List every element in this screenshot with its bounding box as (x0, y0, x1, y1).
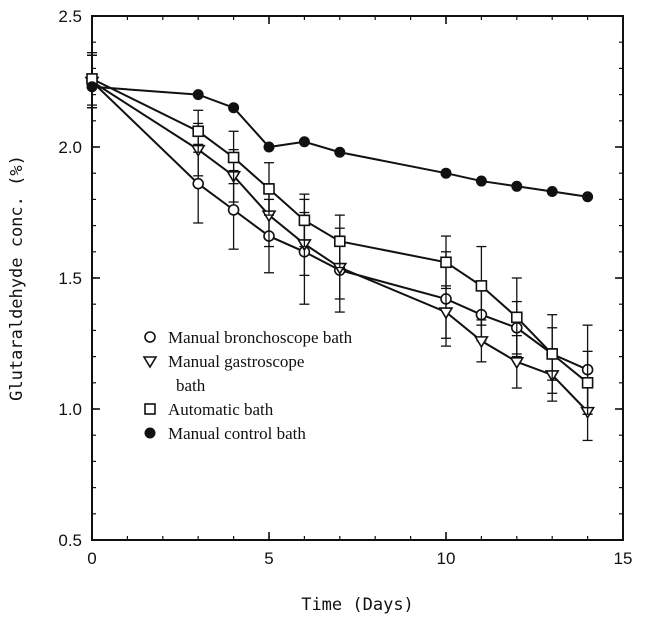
data-point (192, 89, 204, 101)
data-point (334, 146, 346, 158)
data-point (509, 357, 525, 370)
data-point (582, 191, 594, 203)
legend-marker (144, 403, 156, 415)
legend-marker (144, 427, 156, 439)
data-point (473, 336, 489, 349)
data-point (227, 204, 240, 216)
legend-label: bath (176, 376, 206, 395)
series (86, 52, 594, 415)
legend-label: Manual gastroscope (168, 352, 304, 371)
data-point (227, 151, 240, 164)
legend: Manual bronchoscope bath Manual gastrosco… (142, 328, 353, 443)
x-axis-title: Time (Days) (301, 595, 414, 615)
y-tick-label: 0.5 (58, 531, 82, 550)
data-point (546, 186, 558, 198)
data-point (298, 214, 311, 227)
data-point (440, 167, 452, 179)
legend-label: Manual control bath (168, 424, 306, 443)
y-tick-label: 1.0 (58, 400, 82, 419)
data-point (581, 376, 594, 389)
plot-border (91, 15, 624, 541)
y-tick-label: 1.5 (58, 269, 82, 288)
data-point (510, 311, 523, 324)
data-point (192, 177, 204, 190)
series-layer (84, 52, 596, 442)
data-point (263, 141, 275, 153)
data-point (192, 125, 204, 138)
x-tick-label: 0 (87, 549, 96, 568)
x-tick-label: 15 (614, 549, 633, 568)
x-tick-label: 10 (437, 549, 456, 568)
data-point (263, 183, 275, 195)
series-line (91, 85, 588, 198)
y-tick-label: 2.0 (58, 138, 82, 157)
data-point (546, 348, 559, 360)
legend-marker (144, 331, 156, 343)
x-tick-label: 5 (264, 549, 273, 568)
data-point (438, 307, 454, 320)
data-point (511, 180, 523, 192)
data-point (86, 81, 98, 93)
axis-ticks: 0 5 10 15 0.5 1.0 1.5 2.0 2.5 (58, 7, 632, 568)
data-point (228, 102, 240, 114)
y-axis-title: Glutaraldehyde conc. (%) (7, 155, 27, 401)
legend-label: Automatic bath (168, 400, 274, 419)
data-point (440, 256, 452, 269)
data-point (333, 235, 346, 248)
data-point (475, 280, 488, 292)
data-point (475, 175, 487, 187)
legend-label: Manual bronchoscope bath (168, 328, 353, 347)
y-tick-label: 2.5 (58, 7, 82, 26)
data-point (298, 136, 310, 148)
series (86, 81, 594, 203)
plot-frame (91, 15, 624, 541)
legend-marker (142, 356, 158, 369)
